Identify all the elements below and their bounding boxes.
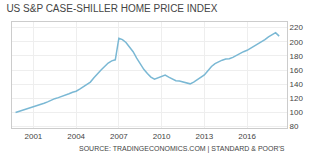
svg-text:220: 220 [290, 23, 304, 32]
svg-text:140: 140 [290, 80, 304, 89]
svg-text:US S&P CASE-SHILLER HOME PRICE: US S&P CASE-SHILLER HOME PRICE INDEX [6, 3, 217, 14]
svg-text:180: 180 [290, 52, 304, 61]
svg-text:2013: 2013 [195, 132, 213, 141]
svg-text:2007: 2007 [110, 132, 128, 141]
svg-text:200: 200 [290, 38, 304, 47]
svg-text:2010: 2010 [153, 132, 171, 141]
svg-text:160: 160 [290, 66, 304, 75]
svg-text:2016: 2016 [238, 132, 256, 141]
svg-text:2001: 2001 [24, 132, 42, 141]
svg-text:SOURCE: TRADINGECONOMICS.COM |: SOURCE: TRADINGECONOMICS.COM | STANDARD … [79, 145, 285, 153]
svg-text:100: 100 [290, 108, 304, 117]
svg-text:80: 80 [290, 122, 299, 131]
svg-text:120: 120 [290, 94, 304, 103]
svg-text:2004: 2004 [67, 132, 85, 141]
